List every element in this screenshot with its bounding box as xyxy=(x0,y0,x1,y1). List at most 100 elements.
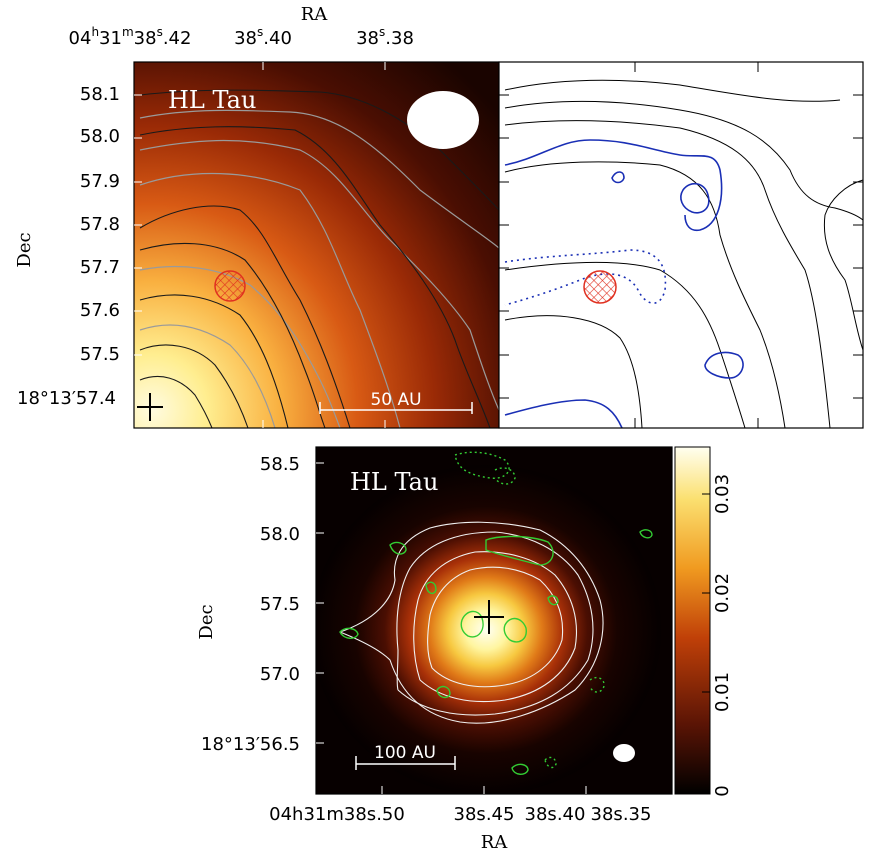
bottom-dec-tick-label: 57.0 xyxy=(260,664,300,685)
bottom-ticks xyxy=(316,462,587,794)
top-right-ticks xyxy=(499,62,863,428)
top-dec-tick-labels: 58.1 58.0 57.9 57.8 57.7 57.6 57.5 18°13… xyxy=(17,84,120,409)
colorbar-tick-label: 0 xyxy=(712,785,733,796)
contour-white xyxy=(413,551,578,703)
top-dec-tick-label: 57.7 xyxy=(80,257,120,278)
contour-green xyxy=(547,595,559,606)
contour-green-dotted xyxy=(544,756,557,769)
top-scale-bar: 50 AU xyxy=(319,390,473,414)
bottom-dec-axis-title: Dec xyxy=(196,604,217,639)
top-right-contours xyxy=(504,79,863,428)
top-right-frame xyxy=(498,61,864,429)
top-ra-tick-label: 38s.40 xyxy=(234,25,292,49)
contour-black xyxy=(504,100,863,221)
bottom-ra-axis-title: RA xyxy=(481,832,509,853)
bottom-ra-tick-label: 38s.35 xyxy=(591,804,652,825)
bottom-dec-tick-label: 58.5 xyxy=(260,454,300,475)
colorbar-tick-label: 0.02 xyxy=(712,573,733,613)
colorbar-tick-label: 0.03 xyxy=(712,474,733,514)
contour-grey xyxy=(139,265,341,428)
bottom-contours xyxy=(339,521,604,724)
contour-blue xyxy=(680,182,710,214)
top-dec-tick-label: 57.8 xyxy=(80,214,120,235)
contour-blue xyxy=(504,399,623,428)
top-ra-tick-labels: 04h31m38s.42 38s.40 38s.38 xyxy=(69,25,414,49)
bottom-dec-tick-label: 57.5 xyxy=(260,594,300,615)
contour-grey xyxy=(139,139,499,411)
bottom-green-contours xyxy=(339,451,653,775)
top-right-red-beam xyxy=(583,270,617,304)
contour-black xyxy=(823,179,863,351)
contour-green xyxy=(511,763,529,775)
colorbar-ticks xyxy=(702,493,710,792)
contour-grey xyxy=(139,324,276,428)
contour-blue-dotted xyxy=(504,249,667,306)
contour-dark xyxy=(139,89,499,211)
bottom-scale-bar-label: 100 AU xyxy=(374,743,436,763)
contour-white xyxy=(427,566,564,688)
colorbar-tick-label: 0.01 xyxy=(712,672,733,712)
top-left-ticks xyxy=(134,62,386,428)
top-right-panel xyxy=(498,61,864,429)
top-dec-tick-label: 57.6 xyxy=(80,300,120,321)
bottom-cross-marker xyxy=(474,600,504,634)
contour-dark xyxy=(139,126,491,428)
contour-green-dotted xyxy=(494,467,516,485)
contour-green xyxy=(639,529,653,539)
bottom-dec-tick-labels: 58.5 58.0 57.5 57.0 18°13′56.5 xyxy=(201,454,300,755)
contour-black xyxy=(504,261,746,428)
top-ra-axis-title: RA xyxy=(301,4,329,25)
contour-black xyxy=(504,161,786,428)
top-beam-ellipse xyxy=(407,91,479,149)
bottom-ra-tick-labels: 04h31m38s.50 38s.45 38s.40 38s.35 xyxy=(269,804,651,825)
bottom-dec-tick-label: 18°13′56.5 xyxy=(201,734,300,755)
top-dec-tick-label: 57.5 xyxy=(80,344,120,365)
top-left-red-beam xyxy=(214,270,246,302)
bottom-scale-bar: 100 AU xyxy=(355,743,456,770)
contour-green-dotted xyxy=(589,676,605,693)
contour-white xyxy=(339,521,604,724)
contour-black xyxy=(504,315,643,428)
contour-green xyxy=(460,610,484,638)
contour-blue xyxy=(504,139,723,232)
top-dec-axis-title: Dec xyxy=(14,232,35,267)
contour-grey xyxy=(139,172,401,428)
bottom-object-name: HL Tau xyxy=(350,468,438,496)
top-left-cross-marker xyxy=(137,393,163,421)
contour-blue xyxy=(704,351,744,379)
top-left-contours xyxy=(139,89,499,428)
contour-black xyxy=(504,120,831,428)
bottom-dec-tick-label: 58.0 xyxy=(260,524,300,545)
contour-dark xyxy=(139,205,351,428)
top-object-name: HL Tau xyxy=(168,86,256,114)
top-ra-tick-label: 04h31m38s.42 xyxy=(69,25,192,49)
top-left-panel: HL Tau 50 AU xyxy=(133,61,500,429)
contour-dark xyxy=(139,242,326,428)
contour-dark xyxy=(139,376,213,428)
contour-blue xyxy=(611,171,625,184)
colorbar: 0.03 0.02 0.01 0 xyxy=(674,446,733,797)
contour-green xyxy=(436,685,451,699)
top-dec-tick-label: 57.9 xyxy=(80,171,120,192)
contour-green xyxy=(425,581,437,595)
top-dec-tick-label: 18°13′57.4 xyxy=(17,388,116,409)
contour-white xyxy=(396,531,594,716)
bottom-frame xyxy=(315,446,673,795)
colorbar-gradient xyxy=(674,446,711,795)
contour-green xyxy=(503,617,527,643)
contour-dark xyxy=(139,294,289,428)
contour-dark xyxy=(139,344,249,428)
top-dec-tick-label: 58.1 xyxy=(80,84,120,105)
contour-green xyxy=(389,541,407,555)
bottom-panel: HL Tau 100 AU 58.5 58.0 57.5 57.0 18°13′… xyxy=(196,446,733,853)
contour-green-dotted xyxy=(454,451,510,479)
contour-black xyxy=(504,79,841,102)
contour-green xyxy=(339,627,359,639)
bottom-ra-tick-label: 38s.40 xyxy=(525,804,586,825)
top-ra-tick-label: 38s.38 xyxy=(356,25,414,49)
bottom-beam-ellipse xyxy=(613,744,635,762)
contour-grey xyxy=(139,109,499,249)
bottom-ra-tick-label: 38s.45 xyxy=(454,804,515,825)
contour-green xyxy=(485,535,554,566)
